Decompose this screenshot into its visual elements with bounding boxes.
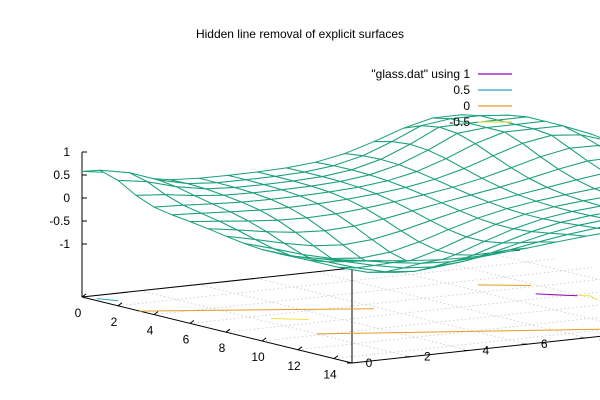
x-tick-label: 14 bbox=[323, 368, 337, 382]
z-tick-label: 1 bbox=[63, 145, 70, 159]
chart-title: Hidden line removal of explicit surfaces bbox=[196, 27, 404, 41]
x-tick-mark bbox=[117, 302, 123, 307]
base-grid bbox=[81, 249, 600, 364]
tick-labels: 024681012140246810121410.50-0.5-1 bbox=[49, 145, 600, 382]
contours bbox=[96, 284, 600, 335]
z-tick-label: -0.5 bbox=[49, 214, 70, 228]
grid-line-y bbox=[257, 277, 528, 345]
grid-line-y bbox=[315, 271, 586, 339]
grid-line-x bbox=[261, 304, 600, 342]
surface-cell bbox=[333, 259, 382, 262]
z-tick-label: -1 bbox=[59, 237, 70, 251]
y-tick-label: 0 bbox=[366, 356, 373, 370]
grid-line-x bbox=[225, 291, 600, 333]
x-tick-label: 2 bbox=[111, 315, 118, 329]
x-tick-mark bbox=[225, 328, 231, 333]
grid-line-y bbox=[140, 290, 411, 358]
legend: "glass.dat" using 1 0.5 0 -0.5 bbox=[371, 67, 512, 129]
legend-label: -0.5 bbox=[449, 115, 470, 129]
legend-label: "glass.dat" using 1 bbox=[371, 67, 470, 81]
grid-line-x bbox=[117, 258, 557, 307]
grid-line-x bbox=[189, 279, 600, 324]
y-tick-label: 2 bbox=[424, 350, 431, 364]
grid-line-x bbox=[297, 316, 600, 351]
grid-line-y bbox=[198, 284, 469, 351]
grid-line-y bbox=[373, 265, 600, 322]
grid-line-x bbox=[153, 267, 593, 315]
x-tick-label: 6 bbox=[183, 332, 190, 346]
x-tick-mark bbox=[333, 355, 339, 360]
x-tick-label: 12 bbox=[287, 359, 301, 373]
z-tick-label: 0.5 bbox=[53, 168, 70, 182]
x-tick-label: 4 bbox=[147, 324, 154, 338]
grid-line-x bbox=[333, 329, 600, 359]
x-tick-label: 0 bbox=[75, 306, 82, 320]
x-tick-mark bbox=[153, 311, 159, 316]
contour-line bbox=[139, 308, 374, 312]
x-tick-label: 8 bbox=[219, 341, 226, 355]
x-tick-mark bbox=[297, 346, 303, 351]
contour-line bbox=[316, 328, 600, 335]
y-tick-label: 6 bbox=[541, 337, 548, 351]
legend-label: 0.5 bbox=[453, 83, 470, 97]
y-axis bbox=[351, 335, 600, 364]
contour-line bbox=[270, 318, 309, 320]
surface-mesh bbox=[81, 114, 600, 273]
x-tick-mark bbox=[189, 319, 195, 324]
grid-line-y bbox=[490, 252, 600, 281]
contour-line bbox=[477, 284, 532, 286]
x-axis bbox=[81, 296, 353, 364]
contour-line bbox=[535, 293, 578, 297]
contour-line bbox=[96, 298, 119, 302]
y-tick-label: 4 bbox=[482, 343, 489, 357]
x-tick-mark bbox=[81, 293, 87, 298]
z-tick-label: 0 bbox=[63, 191, 70, 205]
x-tick-label: 10 bbox=[251, 350, 265, 364]
legend-label: 0 bbox=[463, 99, 470, 113]
x-tick-mark bbox=[261, 337, 267, 342]
